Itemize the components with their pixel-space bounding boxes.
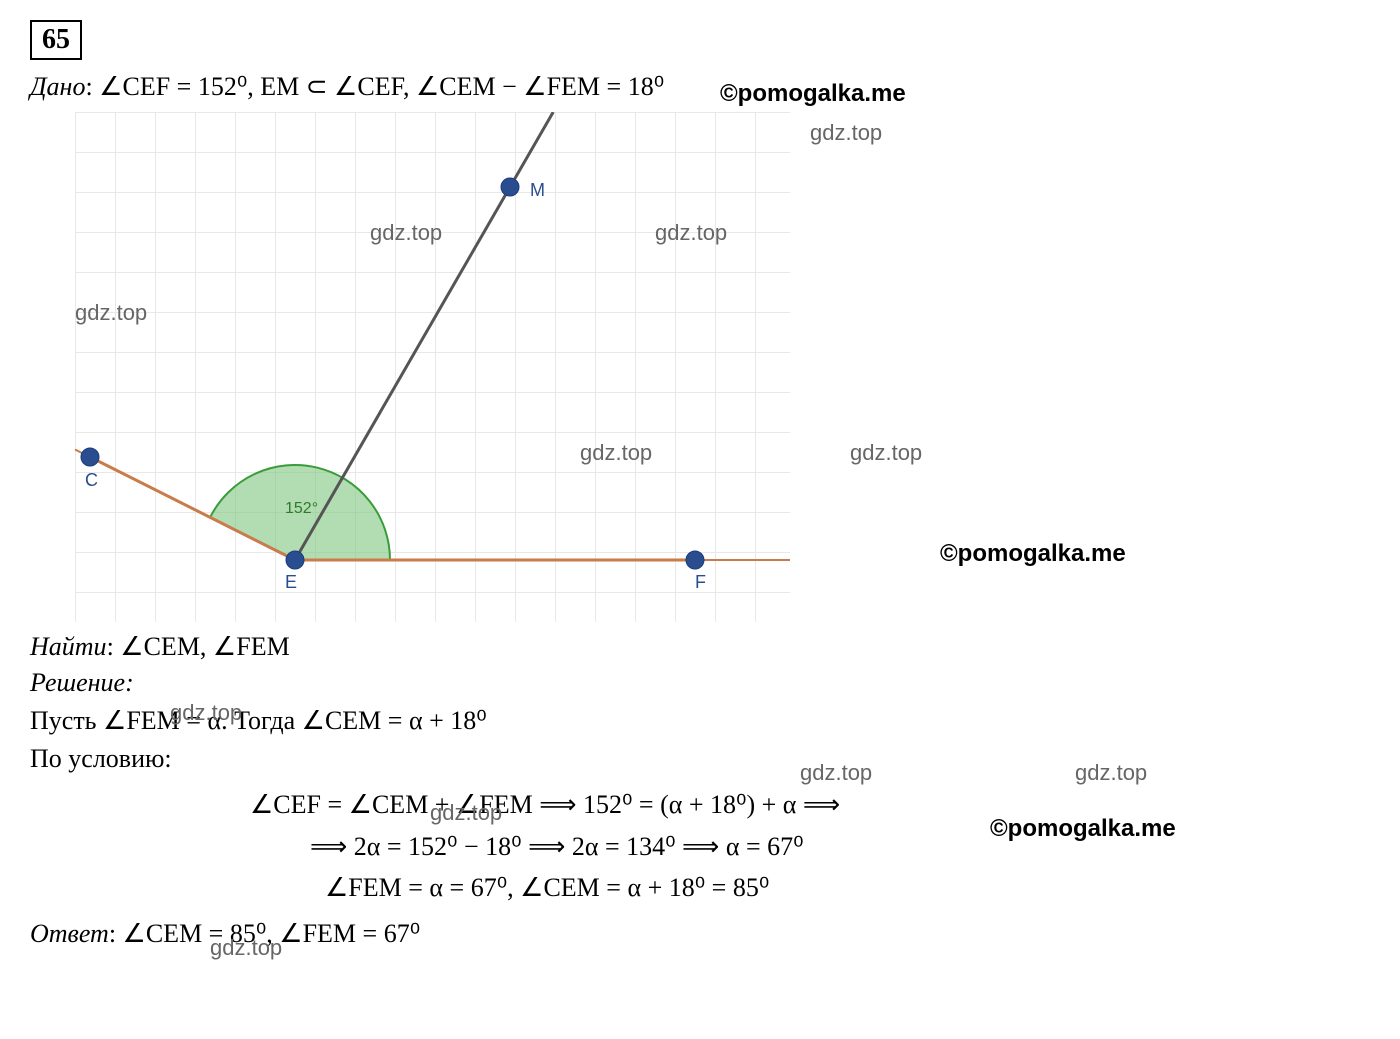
label-c: C [85, 470, 98, 491]
label-e: E [285, 572, 297, 593]
solution-header: Решение: [30, 668, 1370, 698]
point-e [286, 551, 304, 569]
point-f [686, 551, 704, 569]
point-m [501, 178, 519, 196]
point-c [81, 448, 99, 466]
watermark-gdz-8: gdz.top [800, 760, 872, 786]
solution-header-text: Решение [30, 668, 125, 697]
watermark-gdz-11: gdz.top [210, 935, 282, 961]
watermark-gdz-5: gdz.top [580, 440, 652, 466]
angle-label: 152° [285, 500, 318, 518]
label-m: M [530, 180, 545, 201]
copyright-3: ©pomogalka.me [990, 815, 1176, 843]
watermark-gdz-6: gdz.top [850, 440, 922, 466]
copyright-2: ©pomogalka.me [940, 540, 1126, 568]
find-line: Найти: ∠CEM, ∠FEM [30, 632, 1370, 662]
watermark-gdz-4: gdz.top [655, 220, 727, 246]
watermark-gdz-2: gdz.top [75, 300, 147, 326]
watermark-gdz-1: gdz.top [810, 120, 882, 146]
watermark-gdz-9: gdz.top [1075, 760, 1147, 786]
eq2: ⟹ 2α = 152⁰ − 18⁰ ⟹ 2α = 134⁰ ⟹ α = 67⁰ [310, 826, 1370, 868]
given-text: : ∠CEF = 152⁰, EM ⊂ ∠CEF, ∠CEM − ∠FEM = … [85, 72, 664, 101]
diagram-svg [30, 112, 790, 622]
eq1: ∠CEF = ∠CEM + ∠FEM ⟹ 152⁰ = (α + 18⁰) + … [250, 784, 1370, 826]
watermark-gdz-3: gdz.top [370, 220, 442, 246]
watermark-gdz-10: gdz.top [430, 800, 502, 826]
watermark-gdz-7: gdz.top [170, 700, 242, 726]
answer-label: Ответ [30, 919, 109, 948]
copyright-1: ©pomogalka.me [720, 80, 906, 108]
eq3: ∠FEM = α = 67⁰, ∠CEM = α + 18⁰ = 85⁰ [325, 867, 1370, 909]
find-text: : ∠CEM, ∠FEM [107, 632, 290, 661]
diagram: C E F M 152° [30, 112, 790, 622]
find-label: Найти [30, 632, 107, 661]
solution-line2: По условию: [30, 744, 1370, 774]
label-f: F [695, 572, 706, 593]
equation-block: ∠CEF = ∠CEM + ∠FEM ⟹ 152⁰ = (α + 18⁰) + … [250, 784, 1370, 909]
given-line: Дано: ∠CEF = 152⁰, EM ⊂ ∠CEF, ∠CEM − ∠FE… [30, 72, 1370, 102]
problem-number: 65 [30, 20, 82, 60]
given-label: Дано [30, 72, 85, 101]
